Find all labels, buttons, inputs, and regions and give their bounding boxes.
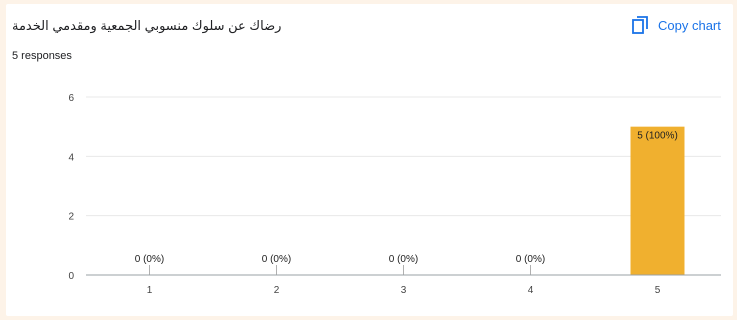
- data-label: 0 (0%): [262, 254, 291, 265]
- y-tick-label: 2: [68, 212, 74, 223]
- y-tick-label: 4: [68, 152, 74, 163]
- chart-card: رضاك عن سلوك منسوبي الجمعية ومقدمي الخدم…: [6, 4, 733, 316]
- x-tick-label: 3: [401, 285, 407, 296]
- data-label: 0 (0%): [389, 254, 418, 265]
- data-label: 0 (0%): [135, 254, 164, 265]
- x-tick-label: 5: [655, 285, 661, 296]
- data-label: 0 (0%): [516, 254, 545, 265]
- x-tick-label: 4: [528, 285, 534, 296]
- data-label: 5 (100%): [637, 131, 678, 142]
- chart-title: رضاك عن سلوك منسوبي الجمعية ومقدمي الخدم…: [12, 18, 282, 33]
- y-tick-label: 0: [68, 271, 74, 282]
- copy-chart-label: Copy chart: [658, 17, 721, 33]
- bar-chart: 0 2 4 6 0 (0%) 1 0 (0%) 2 0 (0%) 3 0 (0%) 4 5 (100%)…: [68, 93, 721, 296]
- copy-chart-button[interactable]: Copy chart: [626, 12, 727, 38]
- bar: [630, 126, 685, 276]
- x-tick-label: 2: [274, 285, 280, 296]
- response-count: 5 responses: [12, 50, 72, 62]
- y-tick-label: 6: [68, 93, 74, 104]
- x-tick-label: 1: [147, 285, 153, 296]
- copy-icon: [632, 16, 648, 34]
